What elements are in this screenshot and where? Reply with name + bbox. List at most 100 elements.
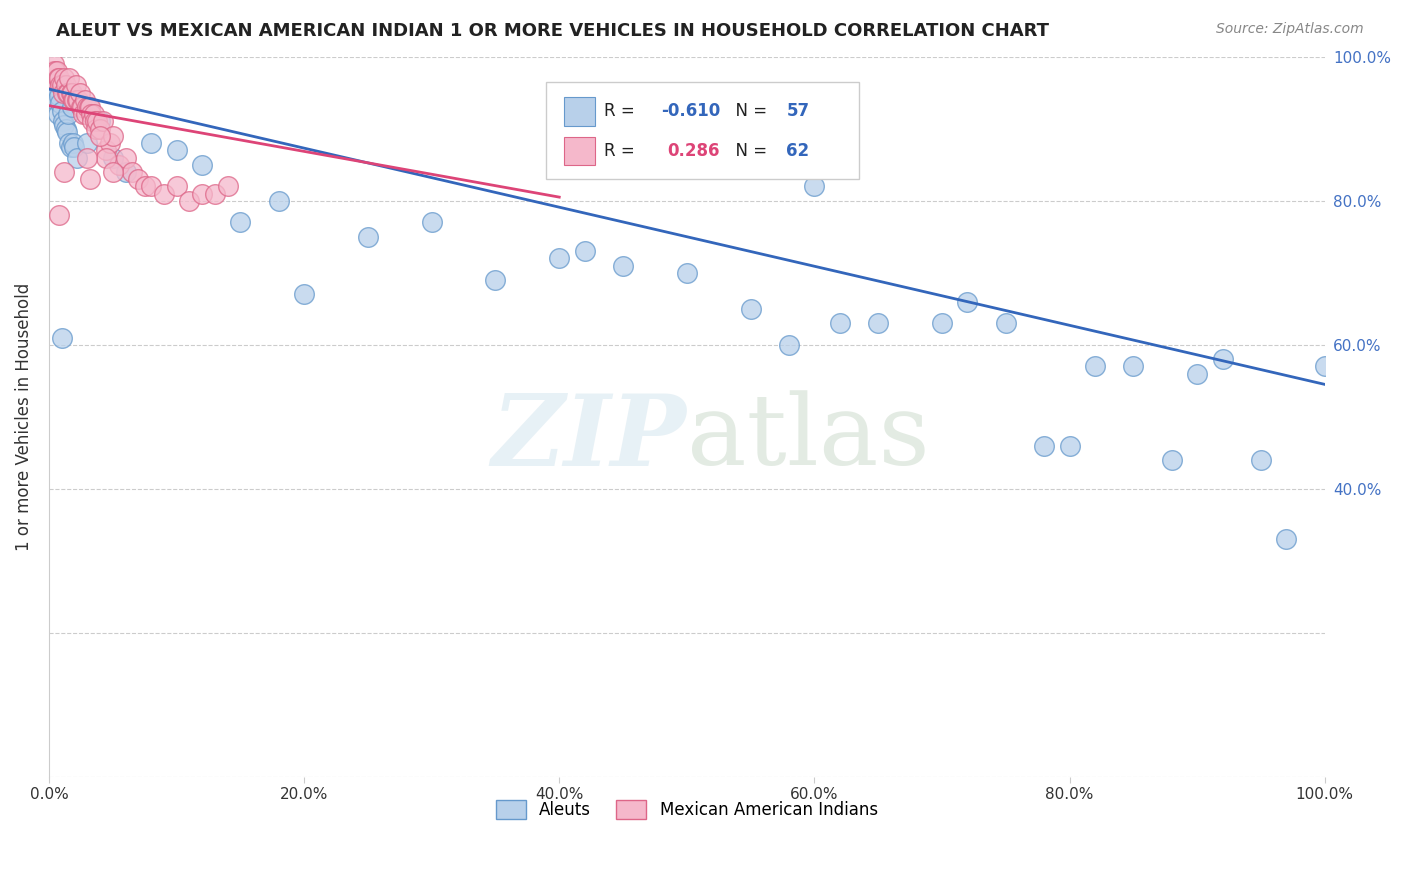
Point bbox=[42, 75, 65, 89]
Point bbox=[79, 172, 101, 186]
Point bbox=[292, 287, 315, 301]
Point bbox=[931, 316, 953, 330]
Point bbox=[121, 165, 143, 179]
Point bbox=[267, 194, 290, 208]
Point bbox=[51, 103, 73, 118]
Text: R =: R = bbox=[605, 142, 645, 160]
Point bbox=[1313, 359, 1336, 374]
Point bbox=[574, 244, 596, 259]
Point bbox=[84, 121, 107, 136]
Point bbox=[70, 100, 93, 114]
Point bbox=[76, 151, 98, 165]
Point bbox=[1084, 359, 1107, 374]
Point bbox=[139, 179, 162, 194]
Point bbox=[70, 100, 93, 114]
Point bbox=[229, 215, 252, 229]
Point bbox=[548, 252, 571, 266]
Point bbox=[63, 139, 86, 153]
Point bbox=[49, 78, 72, 93]
Point bbox=[42, 78, 65, 93]
Point bbox=[994, 316, 1017, 330]
Point bbox=[42, 57, 65, 71]
Point bbox=[51, 78, 73, 93]
Point bbox=[79, 100, 101, 114]
Point bbox=[1275, 532, 1298, 546]
Y-axis label: 1 or more Vehicles in Household: 1 or more Vehicles in Household bbox=[15, 283, 32, 551]
Point bbox=[44, 93, 66, 107]
Point bbox=[65, 78, 87, 93]
Point bbox=[179, 194, 201, 208]
Point bbox=[114, 165, 136, 179]
Point bbox=[66, 93, 89, 107]
Text: ZIP: ZIP bbox=[492, 390, 686, 487]
Point bbox=[1185, 367, 1208, 381]
Point bbox=[56, 107, 79, 121]
Point bbox=[53, 165, 76, 179]
Point bbox=[70, 100, 93, 114]
Point bbox=[45, 64, 67, 78]
Point bbox=[96, 151, 118, 165]
Point bbox=[42, 64, 65, 78]
Point bbox=[55, 78, 77, 93]
Point bbox=[53, 71, 76, 86]
Text: atlas: atlas bbox=[686, 391, 929, 486]
Point bbox=[44, 64, 66, 78]
Point bbox=[98, 136, 121, 150]
Point bbox=[96, 144, 118, 158]
Point bbox=[1160, 453, 1182, 467]
Point bbox=[63, 93, 86, 107]
Point bbox=[48, 89, 70, 103]
Point bbox=[166, 144, 188, 158]
Point bbox=[77, 100, 100, 114]
Point bbox=[53, 118, 76, 132]
Point bbox=[484, 273, 506, 287]
Point bbox=[1033, 439, 1056, 453]
Text: 57: 57 bbox=[786, 103, 810, 120]
Point bbox=[72, 107, 94, 121]
Point bbox=[69, 86, 91, 100]
Point bbox=[59, 139, 82, 153]
Text: 62: 62 bbox=[786, 142, 810, 160]
Point bbox=[56, 125, 79, 139]
Point bbox=[48, 208, 70, 222]
Text: -0.610: -0.610 bbox=[661, 103, 720, 120]
Point bbox=[1212, 352, 1234, 367]
Point bbox=[1059, 439, 1081, 453]
FancyBboxPatch shape bbox=[564, 97, 595, 126]
Point bbox=[76, 100, 98, 114]
Point bbox=[52, 86, 75, 100]
Point bbox=[67, 93, 90, 107]
Point bbox=[828, 316, 851, 330]
Point bbox=[101, 128, 124, 143]
FancyBboxPatch shape bbox=[564, 136, 595, 165]
Text: Source: ZipAtlas.com: Source: ZipAtlas.com bbox=[1216, 22, 1364, 37]
Point bbox=[46, 107, 69, 121]
Point bbox=[89, 114, 111, 128]
Point bbox=[60, 100, 83, 114]
Point bbox=[76, 136, 98, 150]
Point bbox=[73, 93, 96, 107]
Point bbox=[86, 114, 108, 128]
Point bbox=[166, 179, 188, 194]
Point bbox=[80, 107, 103, 121]
Point bbox=[1250, 453, 1272, 467]
Point bbox=[75, 107, 97, 121]
Point bbox=[191, 186, 214, 201]
Point bbox=[62, 93, 84, 107]
Point bbox=[58, 71, 80, 86]
Point bbox=[62, 136, 84, 150]
Text: N =: N = bbox=[725, 142, 772, 160]
Point bbox=[89, 121, 111, 136]
Point bbox=[48, 71, 70, 86]
Point bbox=[52, 114, 75, 128]
Point bbox=[956, 294, 979, 309]
Point bbox=[127, 172, 149, 186]
Point bbox=[108, 158, 131, 172]
Legend: Aleuts, Mexican American Indians: Aleuts, Mexican American Indians bbox=[489, 794, 884, 826]
Point bbox=[59, 86, 82, 100]
Point bbox=[45, 82, 67, 96]
Point bbox=[83, 114, 105, 128]
Point bbox=[420, 215, 443, 229]
Point bbox=[39, 71, 62, 86]
Point bbox=[49, 96, 72, 111]
